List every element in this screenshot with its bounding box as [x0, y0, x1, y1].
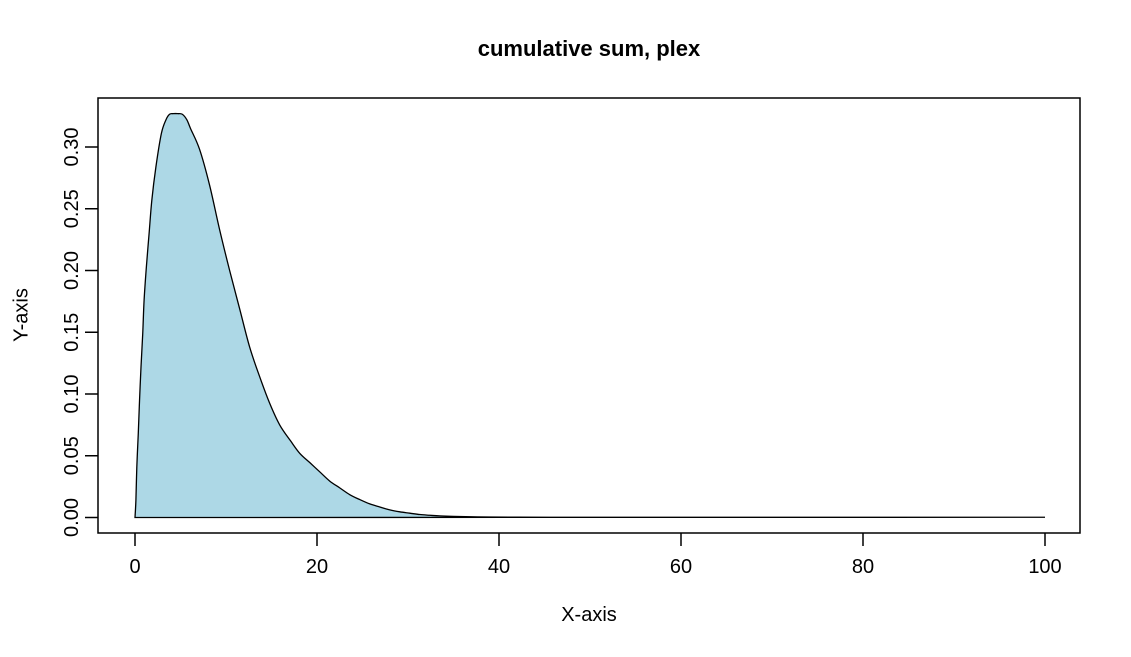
- plot-frame: [97, 97, 1081, 534]
- x-tick-label: 0: [129, 556, 140, 578]
- x-axis-label: X-axis: [561, 604, 617, 626]
- chart-title: cumulative sum, plex: [477, 36, 701, 61]
- x-tick-label: 40: [488, 556, 510, 578]
- y-tick-label: 0.00: [61, 498, 83, 537]
- y-axis-label: Y-axis: [10, 288, 33, 342]
- x-tick-label: 60: [670, 556, 692, 578]
- y-tick-label: 0.05: [61, 436, 83, 475]
- x-tick-label: 80: [852, 556, 874, 578]
- x-axis-ticks: 0 20 40 60 80 100: [129, 533, 1062, 578]
- x-tick-label: 100: [1028, 556, 1061, 578]
- x-tick-label: 20: [306, 556, 328, 578]
- y-tick-label: 0.20: [61, 251, 83, 290]
- density-area: [134, 112, 1046, 519]
- y-tick-label: 0.10: [61, 375, 83, 414]
- y-tick-label: 0.25: [61, 189, 83, 228]
- y-tick-label: 0.30: [61, 128, 83, 167]
- y-tick-label: 0.15: [61, 313, 83, 352]
- y-axis-ticks: 0.00 0.05 0.10 0.15 0.20 0.25 0.30: [61, 128, 98, 537]
- plot-box: [97, 97, 1081, 534]
- density-curve: [134, 112, 1046, 519]
